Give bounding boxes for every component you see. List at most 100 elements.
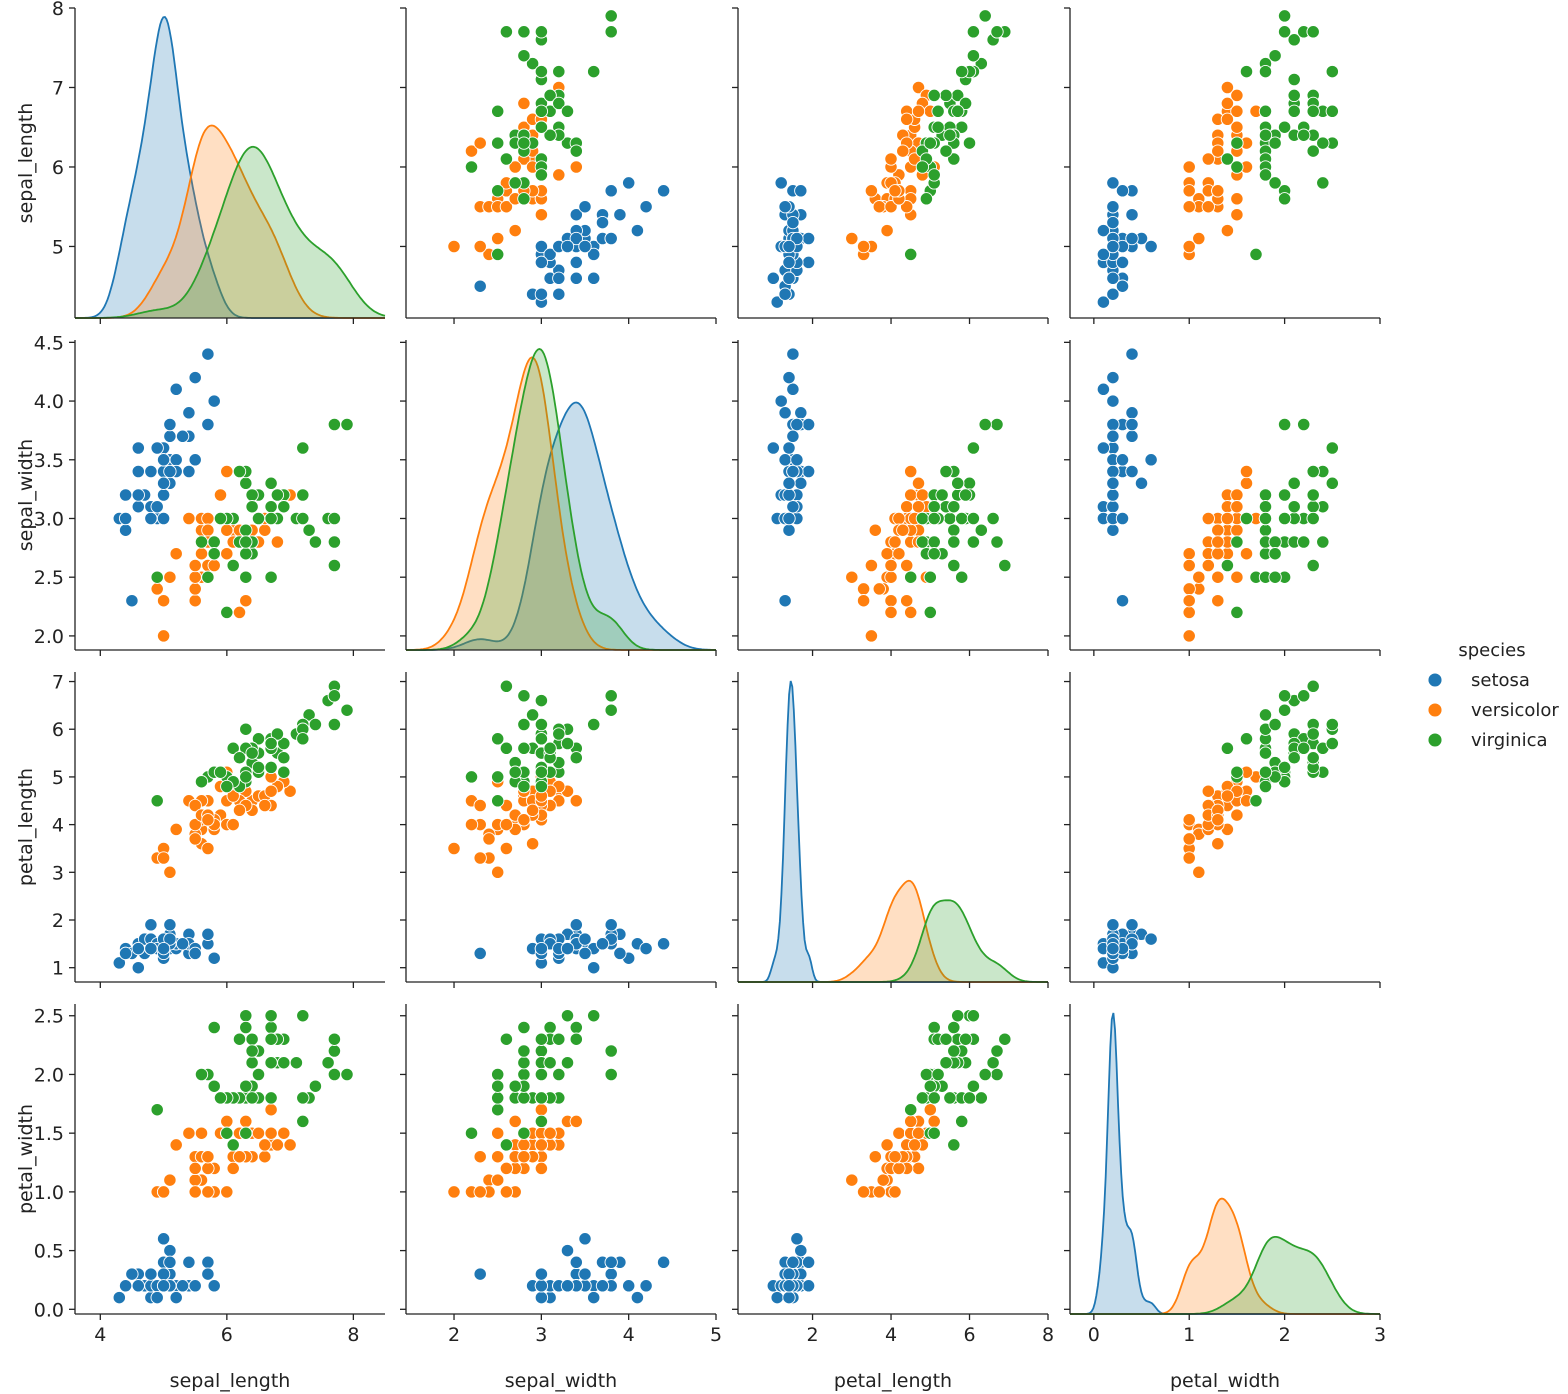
point-setosa-8 bbox=[1106, 523, 1120, 537]
point-setosa-49 bbox=[782, 239, 796, 254]
point-virginica-48 bbox=[1306, 144, 1320, 158]
point-versicolor-35 bbox=[904, 464, 918, 479]
point-virginica-21 bbox=[919, 192, 934, 206]
point-virginica-29 bbox=[296, 511, 310, 526]
point-versicolor-48 bbox=[1192, 231, 1206, 246]
point-virginica-33 bbox=[1230, 535, 1244, 549]
point-versicolor-21 bbox=[884, 152, 898, 166]
point-versicolor-0 bbox=[283, 784, 297, 798]
point-setosa-27 bbox=[169, 453, 183, 467]
y-tick-label: 3 bbox=[52, 862, 64, 884]
point-virginica-43 bbox=[958, 96, 973, 111]
point-versicolor-48 bbox=[163, 865, 177, 879]
point-setosa-41 bbox=[473, 1267, 487, 1281]
point-setosa-49 bbox=[560, 941, 575, 956]
point-virginica-31 bbox=[978, 1067, 992, 1082]
point-virginica-29 bbox=[1239, 64, 1254, 79]
point-setosa-22 bbox=[587, 961, 601, 975]
point-virginica-34 bbox=[947, 558, 961, 573]
point-virginica-42 bbox=[1268, 547, 1282, 561]
point-virginica-7 bbox=[1258, 523, 1273, 537]
point-setosa-46 bbox=[163, 932, 177, 946]
point-versicolor-40 bbox=[900, 558, 914, 573]
point-virginica-31 bbox=[340, 703, 354, 717]
x-tick-label: 8 bbox=[347, 1324, 359, 1346]
point-virginica-13 bbox=[491, 184, 505, 198]
point-versicolor-10 bbox=[447, 1185, 461, 1199]
point-versicolor-47 bbox=[232, 1150, 247, 1164]
point-setosa-18 bbox=[1115, 184, 1130, 198]
point-versicolor-6 bbox=[239, 1114, 253, 1129]
point-virginica-21 bbox=[919, 1067, 934, 1082]
point-virginica-8 bbox=[1258, 104, 1273, 118]
point-setosa-31 bbox=[182, 1255, 196, 1269]
point-virginica-25 bbox=[1258, 488, 1273, 502]
point-setosa-37 bbox=[782, 441, 796, 455]
point-virginica-45 bbox=[264, 1032, 278, 1046]
point-versicolor-25 bbox=[1220, 112, 1235, 126]
point-setosa-23 bbox=[794, 476, 808, 490]
point-virginica-34 bbox=[499, 1138, 514, 1152]
point-versicolor-20 bbox=[915, 488, 930, 502]
point-versicolor-0 bbox=[911, 80, 926, 95]
point-versicolor-49 bbox=[1211, 813, 1225, 827]
point-setosa-13 bbox=[112, 956, 126, 970]
point-versicolor-43 bbox=[856, 239, 871, 254]
point-virginica-44 bbox=[1325, 476, 1339, 490]
point-setosa-37 bbox=[1096, 441, 1111, 455]
y-tick-label: 3.0 bbox=[34, 508, 64, 530]
point-versicolor-29 bbox=[1182, 558, 1196, 573]
point-virginica-35 bbox=[534, 25, 549, 39]
point-virginica-30 bbox=[308, 1079, 323, 1093]
point-virginica-2 bbox=[1287, 72, 1301, 87]
point-virginica-40 bbox=[264, 1020, 278, 1035]
x-tick-label: 0 bbox=[1088, 1324, 1100, 1346]
point-versicolor-35 bbox=[569, 160, 583, 174]
point-virginica-46 bbox=[1268, 570, 1282, 584]
point-virginica-7 bbox=[974, 1091, 988, 1105]
point-virginica-44 bbox=[264, 1009, 278, 1023]
point-virginica-21 bbox=[517, 192, 531, 206]
point-setosa-43 bbox=[1144, 932, 1158, 946]
point-setosa-37 bbox=[587, 247, 601, 262]
point-setosa-16 bbox=[613, 946, 627, 961]
point-virginica-35 bbox=[966, 25, 981, 39]
point-versicolor-10 bbox=[1182, 629, 1196, 643]
point-setosa-15 bbox=[201, 1255, 215, 1269]
point-virginica-34 bbox=[947, 152, 961, 166]
point-virginica-17 bbox=[327, 1044, 342, 1058]
x-tick-label: 2 bbox=[448, 1324, 460, 1346]
point-setosa-24 bbox=[801, 1279, 816, 1293]
point-versicolor-9 bbox=[169, 1138, 183, 1152]
point-setosa-5 bbox=[794, 406, 808, 420]
point-setosa-39 bbox=[163, 464, 177, 479]
point-setosa-33 bbox=[782, 370, 796, 385]
point-virginica-14 bbox=[517, 1020, 531, 1035]
point-setosa-41 bbox=[473, 946, 487, 961]
point-versicolor-25 bbox=[258, 1138, 272, 1152]
point-setosa-31 bbox=[569, 1255, 583, 1269]
point-virginica-5 bbox=[986, 511, 1000, 526]
point-setosa-37 bbox=[782, 1290, 796, 1305]
point-versicolor-8 bbox=[258, 1150, 272, 1164]
point-setosa-33 bbox=[639, 200, 653, 214]
point-virginica-43 bbox=[552, 96, 566, 111]
point-virginica-24 bbox=[1287, 476, 1301, 490]
point-virginica-47 bbox=[1277, 120, 1292, 134]
point-versicolor-9 bbox=[169, 547, 183, 561]
point-virginica-33 bbox=[927, 1126, 941, 1140]
point-virginica-31 bbox=[604, 9, 618, 23]
point-versicolor-49 bbox=[1211, 184, 1225, 198]
point-setosa-49 bbox=[156, 476, 171, 490]
point-virginica-22 bbox=[990, 535, 1004, 549]
point-setosa-15 bbox=[656, 937, 671, 951]
point-versicolor-33 bbox=[220, 547, 234, 561]
point-virginica-26 bbox=[517, 1091, 531, 1105]
point-setosa-48 bbox=[786, 429, 800, 443]
point-virginica-31 bbox=[978, 417, 992, 432]
point-versicolor-9 bbox=[880, 223, 894, 238]
point-setosa-21 bbox=[163, 429, 177, 443]
point-setosa-47 bbox=[552, 271, 566, 285]
point-virginica-19 bbox=[220, 1126, 234, 1140]
point-virginica-29 bbox=[955, 64, 969, 79]
